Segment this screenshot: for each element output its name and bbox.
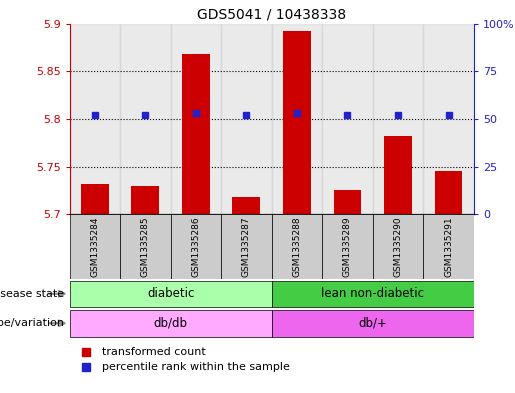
Bar (384, 136, 412, 214)
Text: db/db: db/db (153, 317, 187, 330)
Bar (70, 310, 272, 336)
Bar (221, 214, 272, 279)
Bar (221, 24, 272, 214)
Text: GSM1335287: GSM1335287 (242, 216, 251, 277)
Text: transformed count: transformed count (102, 347, 205, 357)
Text: GSM1335285: GSM1335285 (141, 216, 150, 277)
Bar (272, 281, 474, 307)
Text: lean non-diabetic: lean non-diabetic (321, 287, 424, 300)
Bar (272, 214, 322, 279)
Text: GSM1335286: GSM1335286 (192, 216, 200, 277)
Text: db/+: db/+ (358, 317, 387, 330)
Bar (322, 24, 373, 214)
Title: GDS5041 / 10438338: GDS5041 / 10438338 (197, 7, 346, 21)
Bar (272, 24, 322, 214)
Bar (334, 190, 362, 214)
Bar (170, 24, 221, 214)
Bar (120, 214, 170, 279)
Bar (373, 214, 423, 279)
Bar (373, 24, 423, 214)
Text: disease state: disease state (0, 289, 64, 299)
Text: percentile rank within the sample: percentile rank within the sample (102, 362, 290, 373)
Bar (423, 214, 474, 279)
Text: diabetic: diabetic (147, 287, 194, 300)
Bar (81, 184, 109, 214)
Bar (70, 214, 120, 279)
Bar (283, 31, 311, 214)
Text: GSM1335290: GSM1335290 (393, 216, 403, 277)
Bar (131, 185, 159, 214)
Bar (170, 214, 221, 279)
Text: GSM1335289: GSM1335289 (343, 216, 352, 277)
Bar (182, 54, 210, 214)
Bar (120, 24, 170, 214)
Bar (232, 197, 260, 214)
Text: genotype/variation: genotype/variation (0, 318, 64, 328)
Bar (70, 24, 120, 214)
Text: GSM1335284: GSM1335284 (90, 216, 99, 277)
Bar (423, 24, 474, 214)
Text: GSM1335291: GSM1335291 (444, 216, 453, 277)
Text: GSM1335288: GSM1335288 (293, 216, 301, 277)
Bar (272, 310, 474, 336)
Bar (70, 281, 272, 307)
Bar (322, 214, 373, 279)
Bar (435, 171, 462, 214)
